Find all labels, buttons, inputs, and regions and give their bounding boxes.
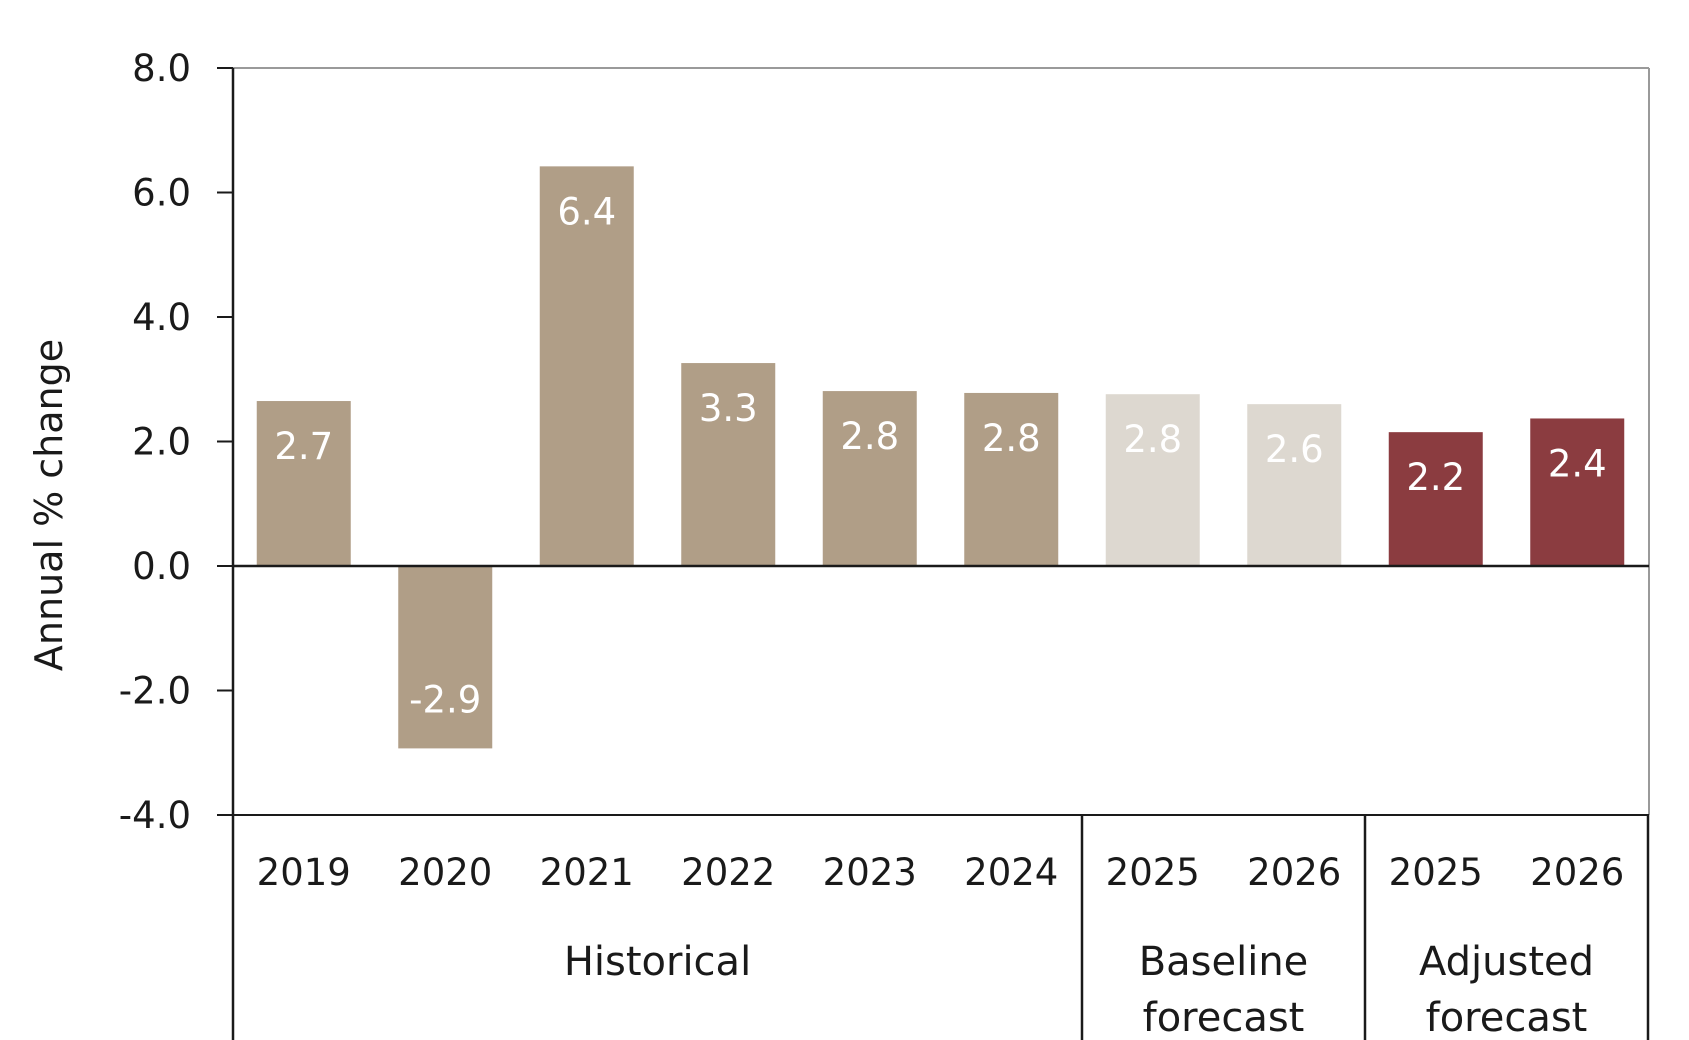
group-label: forecast bbox=[1143, 995, 1305, 1040]
bar-2025 bbox=[1388, 432, 1483, 566]
plot-area: 8.0 6.0 4.0 2.0 0.0 -2.0 -4.0 2.7 2019 -2.9 2020 6.… bbox=[119, 47, 1650, 1040]
data-label: 3.3 bbox=[699, 387, 758, 430]
bar-2022 bbox=[681, 363, 776, 566]
x-category-label: 2026 bbox=[1530, 851, 1624, 894]
y-tick-label: 8.0 bbox=[132, 47, 191, 90]
group-label: Historical bbox=[564, 939, 751, 985]
y-axis-title: Annual % change bbox=[27, 339, 71, 671]
y-axis-title-group: Annual % change bbox=[27, 339, 71, 671]
bar-2020 bbox=[398, 566, 493, 749]
group-label: Adjusted bbox=[1419, 939, 1594, 985]
data-label: 2.8 bbox=[982, 417, 1041, 460]
data-label: -2.9 bbox=[409, 678, 481, 721]
data-label: 2.8 bbox=[840, 415, 899, 458]
y-tick-label: -4.0 bbox=[119, 794, 191, 837]
bar-2026 bbox=[1530, 418, 1625, 566]
bar-2024 bbox=[964, 392, 1059, 566]
data-label: 2.7 bbox=[274, 425, 333, 468]
bar-2021 bbox=[539, 166, 634, 567]
x-category-label: 2026 bbox=[1247, 851, 1341, 894]
data-label: 2.8 bbox=[1123, 418, 1182, 461]
bar-2025 bbox=[1105, 394, 1200, 566]
bar-2019 bbox=[256, 401, 351, 566]
data-label: 6.4 bbox=[557, 190, 616, 233]
group-label: Baseline bbox=[1139, 939, 1309, 985]
y-tick-label: 6.0 bbox=[132, 172, 191, 215]
x-category-label: 2024 bbox=[964, 851, 1058, 894]
y-tick-label: 2.0 bbox=[132, 421, 191, 464]
data-label: 2.2 bbox=[1406, 456, 1465, 499]
bar-2026 bbox=[1247, 404, 1342, 566]
bar-2023 bbox=[822, 391, 917, 566]
x-category-label: 2022 bbox=[681, 851, 775, 894]
x-category-label: 2019 bbox=[257, 851, 351, 894]
x-category-label: 2025 bbox=[1389, 851, 1483, 894]
x-category-label: 2020 bbox=[398, 851, 492, 894]
x-category-label: 2025 bbox=[1106, 851, 1200, 894]
data-label: 2.6 bbox=[1265, 428, 1324, 471]
data-label: 2.4 bbox=[1548, 442, 1607, 485]
y-tick-label: -2.0 bbox=[119, 670, 191, 713]
x-category-label: 2023 bbox=[823, 851, 917, 894]
y-tick-label: 0.0 bbox=[132, 545, 191, 588]
group-label: forecast bbox=[1426, 995, 1588, 1040]
x-category-label: 2021 bbox=[540, 851, 634, 894]
y-tick-label: 4.0 bbox=[132, 296, 191, 339]
